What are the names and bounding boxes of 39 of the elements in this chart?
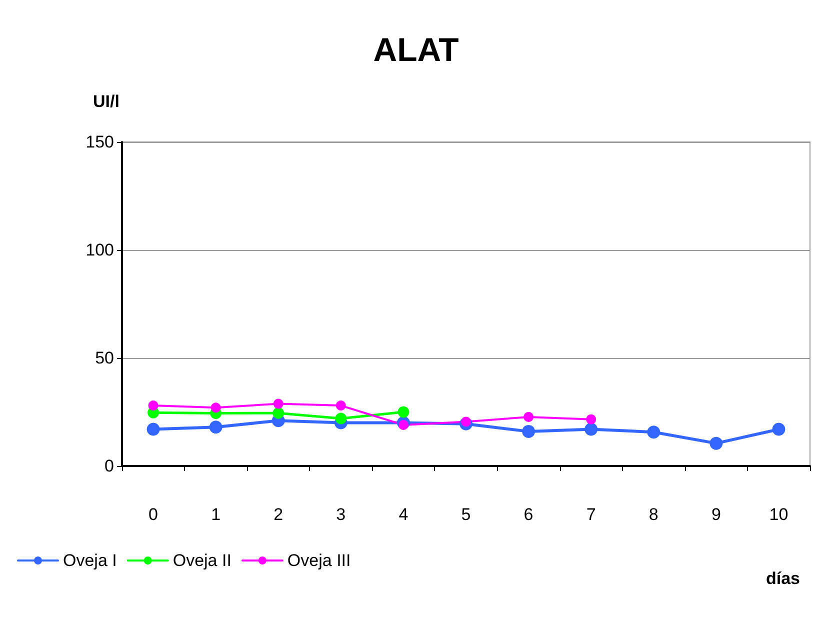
x-tick-label: 2 <box>274 505 284 524</box>
point <box>461 416 471 427</box>
x-axis-title: días <box>766 569 800 588</box>
point <box>336 400 346 411</box>
point <box>210 402 221 413</box>
point <box>398 406 410 418</box>
x-tick-label: 0 <box>148 505 158 524</box>
point <box>584 422 598 436</box>
point <box>772 422 786 436</box>
point <box>146 422 160 436</box>
point <box>586 414 596 424</box>
chart-title: ALAT <box>373 31 459 68</box>
point <box>209 420 222 434</box>
x-tick-label: 10 <box>769 505 788 524</box>
point <box>710 436 723 450</box>
legend-label: Oveja II <box>172 551 232 570</box>
point <box>398 420 408 430</box>
y-tick-label: 100 <box>86 240 114 260</box>
point <box>273 398 284 409</box>
point <box>647 426 660 439</box>
point <box>272 407 284 419</box>
y-tick-label: 50 <box>95 348 114 368</box>
x-tick-label: 5 <box>461 505 471 524</box>
x-tick-label: 9 <box>711 505 721 524</box>
x-tick-label: 4 <box>398 505 408 524</box>
x-tick-label: 7 <box>586 505 596 524</box>
legend-label: Oveja I <box>63 551 117 570</box>
x-tick-label: 8 <box>648 505 658 524</box>
point <box>335 412 347 424</box>
y-axis-title: UI/l <box>93 92 120 111</box>
x-tick-label: 3 <box>336 505 346 524</box>
y-tick-label: 150 <box>86 132 114 152</box>
legend-label: Oveja III <box>287 551 351 570</box>
x-tick-label: 6 <box>524 505 534 524</box>
x-tick-label: 1 <box>211 505 221 524</box>
point <box>524 412 534 422</box>
point <box>148 400 158 411</box>
point <box>522 424 536 438</box>
y-tick-label: 0 <box>104 456 114 476</box>
